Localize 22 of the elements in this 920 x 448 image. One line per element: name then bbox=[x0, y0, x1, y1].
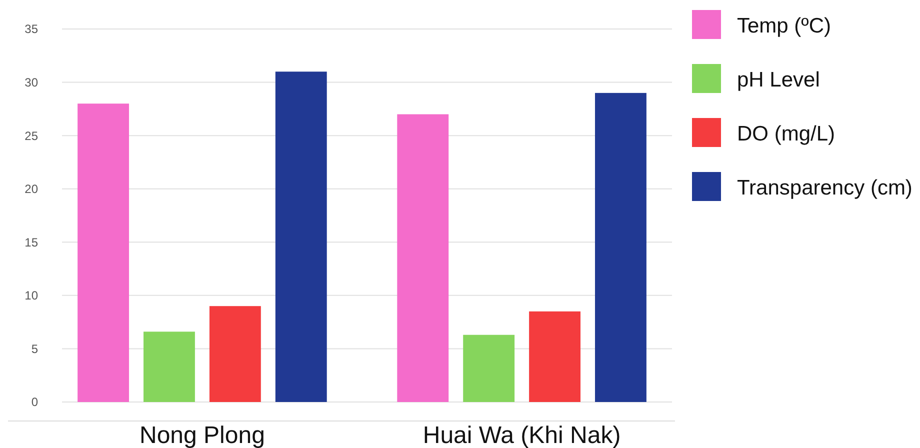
legend-label: pH Level bbox=[737, 68, 820, 92]
y-tick-label: 25 bbox=[24, 128, 38, 143]
y-tick-label: 20 bbox=[24, 182, 38, 196]
bar bbox=[144, 332, 195, 402]
bar bbox=[78, 104, 130, 402]
y-tick-label: 0 bbox=[31, 395, 38, 410]
bar bbox=[529, 311, 580, 402]
bar bbox=[275, 72, 327, 402]
y-tick-label: 15 bbox=[24, 235, 38, 250]
bar bbox=[463, 334, 515, 402]
bar bbox=[594, 92, 646, 402]
legend-label: DO (mg/L) bbox=[737, 122, 836, 146]
y-tick-label: 30 bbox=[24, 75, 38, 90]
x-tick-label: Huai Wa (Khi Nak) bbox=[422, 422, 621, 448]
x-tick-label: Nong Plong bbox=[139, 422, 265, 448]
y-tick-label: 10 bbox=[24, 288, 38, 303]
y-tick-label: 35 bbox=[24, 22, 38, 36]
legend-label: Transparency (cm) bbox=[737, 176, 912, 200]
bar bbox=[397, 114, 449, 402]
legend-label: Temp (ºC) bbox=[737, 14, 832, 38]
bar bbox=[209, 306, 261, 402]
y-tick-label: 5 bbox=[31, 342, 38, 356]
